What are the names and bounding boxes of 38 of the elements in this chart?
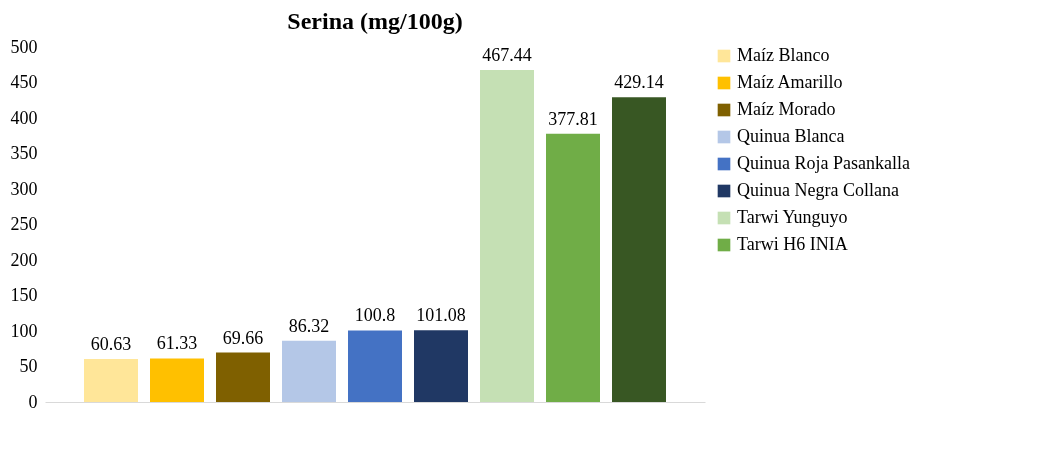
data-label: 377.81 (548, 108, 598, 129)
data-label: 101.08 (416, 305, 466, 326)
y-tick-label: 0 (28, 391, 38, 412)
legend-label: Quinua Roja Pasankalla (737, 153, 910, 173)
data-label: 100.8 (354, 305, 396, 326)
legend-label: Quinua Negra Collana (737, 180, 899, 200)
bar (414, 330, 468, 402)
data-label: 69.66 (222, 327, 264, 348)
legend-label: Maíz Blanco (737, 45, 830, 65)
y-tick-label: 100 (10, 320, 38, 341)
y-tick-label: 50 (19, 356, 38, 376)
y-tick-label: 150 (10, 285, 38, 305)
y-tick-label: 300 (10, 178, 38, 199)
bar (282, 340, 336, 402)
legend-label: Quinua Blanca (737, 126, 845, 146)
data-label: 86.32 (288, 315, 330, 336)
data-label: 467.44 (482, 45, 532, 66)
y-tick-label: 450 (10, 72, 38, 92)
bar (612, 97, 666, 402)
y-tick-label: 250 (10, 214, 38, 234)
data-label: 60.63 (90, 333, 132, 354)
bar (348, 330, 402, 402)
bar (84, 358, 138, 402)
y-tick-label: 350 (10, 143, 38, 163)
bar (150, 358, 204, 402)
bar (216, 352, 270, 402)
bar (546, 133, 600, 402)
legend-label: Tarwi H6 INIA (737, 234, 848, 254)
y-tick-label: 500 (10, 36, 38, 57)
legend-label: Maíz Morado (737, 99, 836, 119)
chart-title: Serina (mg/100g) (287, 8, 463, 34)
legend-label: Maíz Amarillo (737, 72, 843, 92)
y-tick-label: 200 (10, 249, 38, 270)
y-tick-label: 400 (10, 107, 38, 128)
data-label: 61.33 (156, 333, 198, 354)
legend-label: Tarwi Yunguyo (737, 207, 848, 227)
bar (480, 70, 534, 402)
data-label: 429.14 (614, 72, 664, 93)
